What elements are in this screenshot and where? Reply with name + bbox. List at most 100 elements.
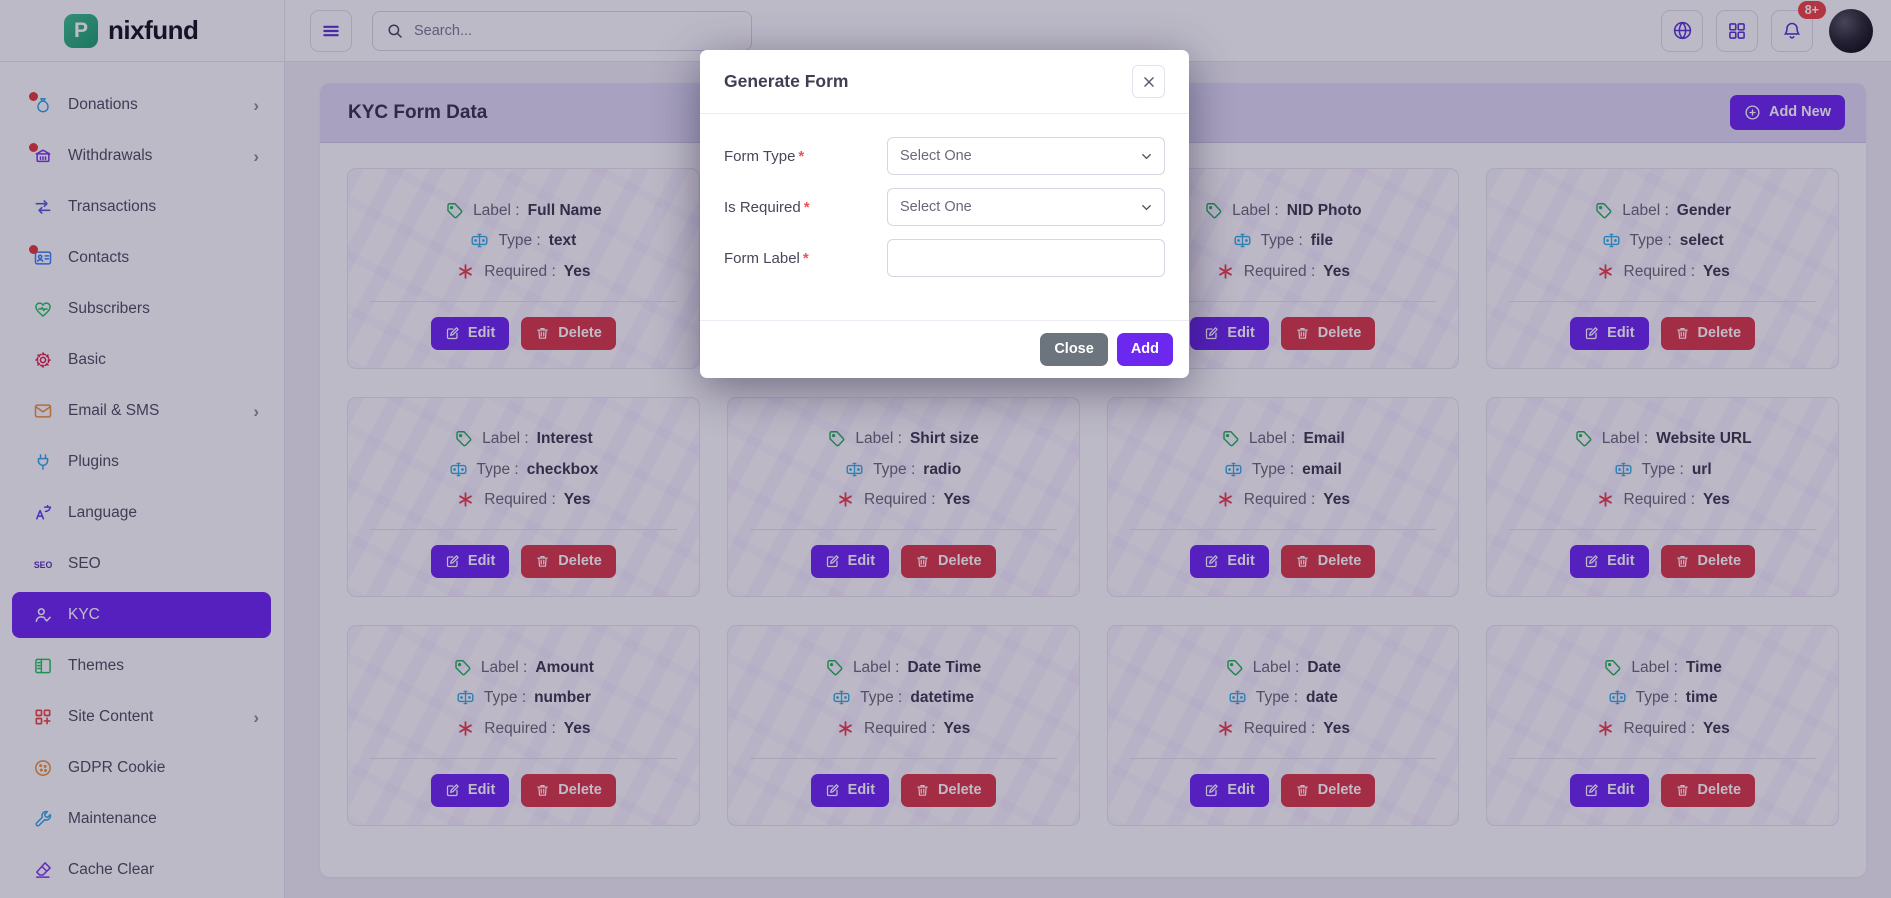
card-label-text: Label : — [473, 201, 520, 219]
sidebar-item-donations[interactable]: Donations › — [12, 82, 271, 128]
delete-button[interactable]: Delete — [1660, 316, 1756, 350]
delete-button-label: Delete — [1697, 553, 1742, 570]
search-box[interactable] — [372, 10, 752, 51]
apps-grid-button[interactable] — [1716, 9, 1758, 52]
sidebar-item-site-content[interactable]: Site Content › — [12, 694, 271, 740]
tag-icon — [1221, 429, 1241, 449]
kyc-card: Label : Amount Type : number Required : Ye… — [347, 625, 700, 826]
required-asterisk-icon — [456, 719, 476, 739]
kyc-card: Label : Date Type : date Required : Yes Edi… — [1106, 625, 1460, 826]
sidebar-item-contacts[interactable]: Contacts — [12, 235, 271, 281]
delete-button[interactable]: Delete — [1660, 773, 1756, 807]
sidebar-item-gdpr-cookie[interactable]: GDPR Cookie — [12, 745, 271, 791]
sidebar-item-plugins[interactable]: Plugins — [12, 439, 271, 485]
edit-button[interactable]: Edit — [1190, 545, 1269, 578]
tag-icon — [825, 658, 845, 678]
menu-toggle-button[interactable] — [310, 9, 352, 52]
card-type-text: Type : — [498, 232, 541, 249]
language-icon — [33, 503, 53, 523]
card-type-value: checkbox — [526, 460, 599, 478]
pencil-square-icon — [445, 554, 460, 569]
required-asterisk-icon — [1596, 719, 1616, 739]
form-label-input[interactable] — [887, 239, 1165, 277]
sidebar-item-cache-clear[interactable]: Cache Clear — [12, 847, 271, 893]
edit-button[interactable]: Edit — [1190, 316, 1269, 350]
delete-button[interactable]: Delete — [521, 545, 616, 578]
search-input[interactable] — [414, 22, 738, 39]
sidebar-item-withdrawals[interactable]: Withdrawals › — [12, 133, 271, 179]
sidebar-item-subscribers[interactable]: Subscribers — [12, 286, 271, 332]
sidebar-item-label: Cache Clear — [68, 861, 155, 878]
modal-close-button[interactable] — [1132, 65, 1165, 98]
delete-button[interactable]: Delete — [521, 773, 616, 807]
tag-icon — [453, 658, 473, 678]
delete-button[interactable]: Delete — [1280, 316, 1376, 350]
sidebar-item-email-sms[interactable]: Email & SMS › — [12, 388, 271, 434]
sidebar-item-label: SEO — [68, 555, 101, 572]
sidebar-item-transactions[interactable]: Transactions — [12, 184, 271, 230]
modal-field-row-form-type: Form Type * Select One — [724, 137, 1165, 175]
modal-close-footer-button[interactable]: Close — [1040, 333, 1108, 366]
plus-circle-icon — [1745, 105, 1760, 120]
delete-button[interactable]: Delete — [901, 773, 996, 807]
input-type-icon — [1224, 460, 1244, 480]
edit-button[interactable]: Edit — [1570, 773, 1649, 807]
transactions-icon — [33, 197, 53, 217]
edit-button[interactable]: Edit — [1190, 773, 1269, 807]
delete-button[interactable]: Delete — [1660, 545, 1756, 578]
edit-button[interactable]: Edit — [1570, 316, 1649, 350]
card-required-line: Required : Yes — [360, 717, 687, 741]
edit-button[interactable]: Edit — [810, 773, 890, 807]
user-avatar[interactable] — [1829, 8, 1873, 53]
edit-button-label: Edit — [1227, 553, 1255, 570]
sidebar-item-label: Basic — [68, 351, 106, 368]
add-new-button[interactable]: Add New — [1729, 95, 1845, 130]
notification-dot — [29, 92, 38, 101]
modal-add-button[interactable]: Add — [1116, 333, 1173, 366]
delete-button[interactable]: Delete — [521, 316, 616, 350]
delete-button-label: Delete — [558, 324, 602, 341]
card-type-line: Type : number — [360, 686, 687, 710]
card-required-value: Yes — [1323, 262, 1350, 280]
sidebar-item-basic[interactable]: Basic — [12, 337, 271, 383]
edit-button[interactable]: Edit — [430, 545, 510, 578]
language-globe-button[interactable] — [1661, 9, 1703, 52]
tag-icon — [1594, 201, 1614, 221]
delete-button[interactable]: Delete — [1280, 773, 1376, 807]
card-required-text: Required : — [1623, 262, 1696, 280]
sidebar-item-label: Maintenance — [68, 810, 157, 827]
form-type-selected-value: Select One — [900, 148, 972, 164]
edit-button[interactable]: Edit — [430, 773, 510, 807]
card-label-line: Label : Time — [1499, 656, 1826, 680]
edit-button[interactable]: Edit — [430, 316, 510, 350]
input-type-icon — [1602, 231, 1622, 251]
trash-icon — [915, 554, 930, 569]
delete-button[interactable]: Delete — [1280, 545, 1376, 578]
modal-title: Generate Form — [724, 71, 849, 91]
edit-button[interactable]: Edit — [1570, 545, 1649, 578]
pencil-square-icon — [1204, 783, 1219, 798]
card-actions: Edit Delete — [360, 545, 687, 578]
sidebar-item-kyc[interactable]: KYC — [12, 592, 271, 638]
card-label-line: Label : Interest — [360, 427, 687, 451]
sidebar-item-themes[interactable]: Themes — [12, 643, 271, 689]
delete-button-label: Delete — [1697, 781, 1742, 798]
sidebar-item-seo[interactable]: SEO SEO — [12, 541, 271, 587]
card-actions: Edit Delete — [740, 773, 1067, 807]
card-required-value: Yes — [943, 491, 971, 508]
required-asterisk-icon — [1216, 490, 1236, 510]
edit-button[interactable]: Edit — [810, 545, 890, 578]
kyc-card: Label : Time Type : time Required : Yes Edi… — [1486, 625, 1839, 826]
sidebar-item-language[interactable]: Language — [12, 490, 271, 536]
sidebar-item-maintenance[interactable]: Maintenance — [12, 796, 271, 842]
maintenance-icon — [33, 809, 53, 829]
required-asterisk-icon — [836, 719, 856, 739]
delete-button[interactable]: Delete — [901, 545, 996, 578]
form-type-select[interactable]: Select One — [887, 137, 1165, 175]
brand-name: nixfund — [108, 15, 199, 45]
is-required-select[interactable]: Select One — [887, 188, 1165, 226]
card-type-value: time — [1685, 689, 1718, 706]
form-label-label: Form Label * — [724, 249, 809, 267]
input-type-icon — [1228, 688, 1248, 708]
notifications-button[interactable] — [1771, 9, 1813, 52]
